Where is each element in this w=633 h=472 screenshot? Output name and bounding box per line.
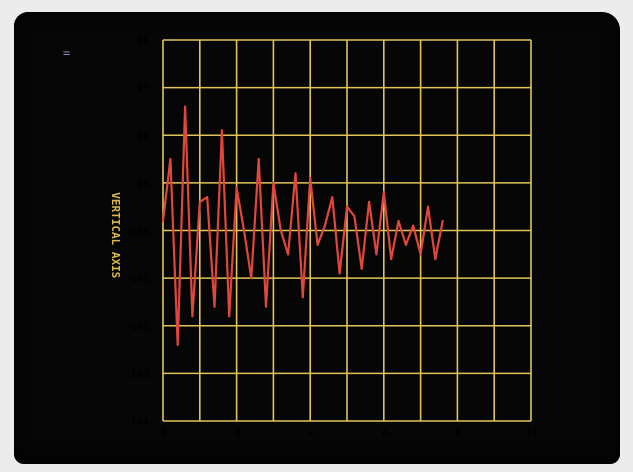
data-point (228, 315, 231, 318)
data-point (441, 219, 444, 223)
y-tick-label: -98. (131, 131, 155, 142)
data-point (198, 200, 201, 204)
data-point (316, 243, 319, 246)
data-point (213, 305, 216, 308)
data-point (176, 343, 179, 346)
data-point (412, 224, 415, 227)
data-point (235, 186, 238, 189)
data-point (161, 219, 165, 223)
data-point (382, 191, 385, 194)
x-tick-label: 6. (382, 428, 394, 439)
data-point (272, 181, 275, 184)
y-tick-label: -96. (131, 36, 155, 47)
x-tick-label: 2. (235, 428, 247, 439)
data-point (191, 315, 194, 318)
data-point (360, 267, 363, 270)
y-tick-label: -100. (125, 227, 155, 238)
y-tick-label: -103. (125, 369, 155, 380)
y-axis-label: VERTICAL AXIS (109, 192, 122, 278)
data-point (206, 196, 209, 199)
data-point (323, 224, 327, 227)
x-tick-label: 0. (161, 428, 173, 439)
data-point (301, 296, 304, 299)
data-point (331, 196, 334, 199)
data-point (338, 272, 341, 275)
series-line (161, 105, 444, 346)
data-point (397, 219, 400, 223)
data-point (367, 200, 371, 204)
x-tick-label: 10. (526, 428, 544, 439)
y-axis-ticks: -96. -97. -98. -99. -100. -101. -102. -103. -104… (125, 36, 155, 428)
x-tick-label: 8. (455, 428, 467, 439)
y-tick-label: -104. (125, 417, 155, 428)
x-tick-label: 4. (308, 428, 320, 439)
data-point (375, 253, 378, 256)
y-tick-label: -99. (131, 179, 155, 190)
data-point (250, 277, 253, 280)
x-axis-ticks: 0. 2. 4. 6. 8. 10. (161, 428, 544, 439)
data-point (434, 257, 437, 261)
data-point (419, 253, 422, 256)
chart-grid (162, 39, 532, 422)
data-point (287, 253, 290, 256)
data-point (279, 229, 282, 232)
y-tick-label: -102. (125, 322, 155, 333)
data-point (220, 129, 223, 132)
data-point (390, 257, 393, 261)
data-point (345, 205, 349, 208)
data-point (169, 157, 172, 161)
data-point (183, 105, 187, 108)
series-group (161, 105, 444, 346)
data-point (257, 157, 260, 161)
y-tick-label: -101. (125, 274, 155, 285)
y-tick-label: -97. (131, 84, 155, 95)
data-point (242, 229, 246, 232)
data-point (264, 305, 268, 308)
data-point (309, 177, 312, 180)
data-point (294, 172, 297, 175)
data-point (404, 243, 407, 246)
data-point (426, 205, 430, 208)
data-point (353, 215, 356, 218)
cursor-glyph: = (63, 46, 70, 60)
